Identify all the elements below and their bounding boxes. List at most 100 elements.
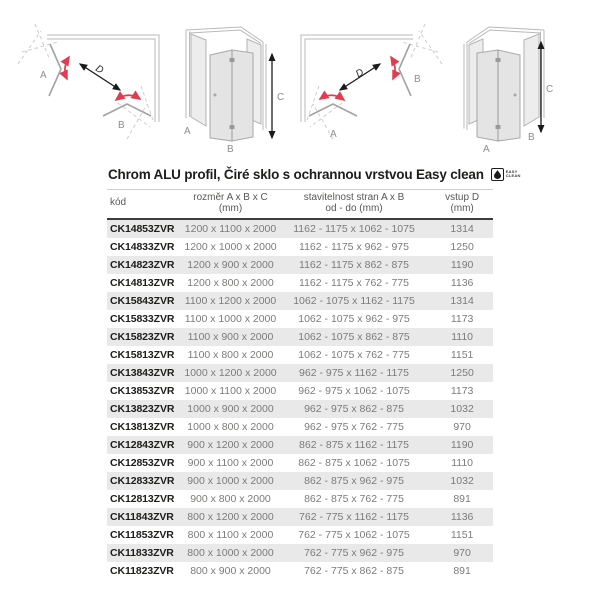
table-row: CK15813ZVR 1100 x 800 x 2000 1062 - 1075…: [107, 346, 493, 364]
cell-product-code: CK14813ZVR: [110, 277, 175, 289]
iso-left-label-c: C: [277, 92, 284, 103]
cell-product-code: CK12833ZVR: [110, 475, 175, 487]
cell-entry-width: 891: [453, 565, 471, 577]
cell-product-code: CK11853ZVR: [110, 529, 174, 541]
table-row: CK14813ZVR 1200 x 800 x 2000 1162 - 1175…: [107, 274, 493, 292]
cell-entry-width: 891: [453, 493, 471, 505]
cell-adjustability: 962 - 975 x 1062 - 1075: [298, 385, 410, 397]
iso-left-label-a: A: [184, 126, 191, 137]
cell-adjustability: 1162 - 1175 x 962 - 975: [299, 241, 409, 253]
cell-entry-width: 1136: [450, 277, 474, 289]
table-row: CK12833ZVR 900 x 1000 x 2000 862 - 875 x…: [107, 472, 493, 490]
cell-adjustability: 962 - 975 x 762 - 775: [304, 421, 404, 433]
table-row: CK15843ZVR 1100 x 1200 x 2000 1062 - 107…: [107, 292, 493, 310]
table-row: CK14853ZVR 1200 x 1100 x 2000 1162 - 117…: [107, 219, 493, 238]
plan-diagram-left: A B D: [18, 24, 159, 139]
cell-size: 1000 x 900 x 2000: [187, 403, 274, 415]
cell-entry-width: 1151: [450, 349, 474, 361]
table-row: CK13813ZVR 1000 x 800 x 2000 962 - 975 x…: [107, 418, 493, 436]
plan-left-label-b: B: [118, 120, 125, 131]
cell-entry-width: 1314: [450, 223, 474, 235]
cell-entry-width: 1190: [450, 439, 474, 451]
cell-adjustability: 862 - 875 x 962 - 975: [304, 475, 404, 487]
cell-product-code: CK11823ZVR: [110, 565, 174, 577]
cell-entry-width: 1110: [451, 331, 474, 343]
column-header-size: rozměr A x B x C (mm): [184, 189, 277, 220]
cell-entry-width: 1173: [450, 313, 474, 325]
table-row: CK12843ZVR 900 x 1200 x 2000 862 - 875 x…: [107, 436, 493, 454]
cell-entry-width: 1250: [450, 367, 474, 379]
cell-adjustability: 762 - 775 x 862 - 875: [304, 565, 404, 577]
cell-entry-width: 1151: [450, 529, 474, 541]
cell-entry-width: 1032: [450, 403, 474, 415]
plan-right-label-a: A: [330, 129, 337, 140]
section-title-row: Chrom ALU profil, Čiré sklo s ochrannou …: [108, 164, 600, 184]
cell-adjustability: 862 - 875 x 1062 - 1075: [298, 457, 410, 469]
cell-size: 1200 x 900 x 2000: [187, 259, 274, 271]
cell-size: 800 x 1200 x 2000: [187, 511, 274, 523]
cell-adjustability: 1162 - 1175 x 862 - 875: [299, 259, 409, 271]
cell-size: 800 x 1000 x 2000: [187, 547, 274, 559]
column-header-adjustability-line2: od - do (mm): [325, 202, 383, 214]
iso-diagram-left: A B C: [184, 26, 284, 155]
cell-entry-width: 1190: [450, 259, 474, 271]
cell-entry-width: 1250: [450, 241, 474, 253]
cell-entry-width: 1136: [450, 511, 474, 523]
table-row: CK13843ZVR 1000 x 1200 x 2000 962 - 975 …: [107, 364, 493, 382]
cell-product-code: CK11843ZVR: [110, 511, 174, 523]
cell-size: 1100 x 1200 x 2000: [184, 295, 277, 307]
cell-size: 1200 x 800 x 2000: [187, 277, 274, 289]
column-header-entry: vstup D (mm): [431, 189, 493, 220]
column-header-code: kód: [107, 189, 185, 220]
cell-product-code: CK12853ZVR: [110, 457, 175, 469]
cell-size: 900 x 1200 x 2000: [187, 439, 274, 451]
column-header-adjustability-line1: stavitelnost stran A x B: [303, 192, 405, 203]
iso-diagram-right: A B C: [463, 26, 553, 155]
cell-adjustability: 1162 - 1175 x 762 - 775: [299, 277, 409, 289]
table-row: CK11843ZVR 800 x 1200 x 2000 762 - 775 x…: [107, 508, 493, 526]
cell-size: 1000 x 1200 x 2000: [184, 367, 277, 379]
table-row: CK14823ZVR 1200 x 900 x 2000 1162 - 1175…: [107, 256, 493, 274]
cell-adjustability: 762 - 775 x 1062 - 1075: [298, 529, 410, 541]
cell-product-code: CK15813ZVR: [110, 349, 175, 361]
cell-product-code: CK14853ZVR: [110, 223, 175, 235]
easy-clean-badge-line1: EASY: [505, 169, 518, 174]
product-diagrams: A B D A B C A B D A B C: [0, 0, 553, 155]
cell-product-code: CK12843ZVR: [110, 439, 175, 451]
cell-size: 900 x 1000 x 2000: [187, 475, 274, 487]
easy-clean-badge-line2: CLEAN: [505, 173, 521, 178]
iso-left-label-b: B: [227, 144, 234, 155]
plan-left-label-a: A: [40, 70, 47, 81]
table-row: CK11823ZVR 800 x 900 x 2000 762 - 775 x …: [107, 562, 493, 580]
cell-size: 900 x 800 x 2000: [190, 493, 271, 505]
cell-size: 1000 x 1100 x 2000: [184, 385, 277, 397]
cell-product-code: CK13843ZVR: [110, 367, 175, 379]
cell-product-code: CK11833ZVR: [110, 547, 174, 559]
iso-right-label-a: A: [483, 144, 490, 155]
cell-product-code: CK15823ZVR: [110, 331, 175, 343]
cell-size: 800 x 1100 x 2000: [187, 529, 274, 541]
cell-adjustability: 762 - 775 x 1162 - 1175: [299, 511, 409, 523]
cell-size: 1100 x 1000 x 2000: [184, 313, 277, 325]
cell-size: 800 x 900 x 2000: [190, 565, 271, 577]
table-row: CK15833ZVR 1100 x 1000 x 2000 1062 - 107…: [107, 310, 493, 328]
cell-size: 900 x 1100 x 2000: [187, 457, 274, 469]
easy-clean-droplet-icon: [490, 167, 504, 181]
cell-entry-width: 970: [453, 547, 471, 559]
cell-adjustability: 1162 - 1175 x 1062 - 1075: [293, 223, 415, 235]
easy-clean-badge-text: EASY CLEAN: [506, 170, 521, 178]
cell-entry-width: 1032: [450, 475, 474, 487]
table-header-row: kód rozměr A x B x C (mm) stavitelnost s…: [107, 189, 493, 220]
plan-right-label-d: D: [354, 67, 366, 80]
cell-adjustability: 862 - 875 x 762 - 775: [304, 493, 404, 505]
page-title: Chrom ALU profil, Čiré sklo s ochrannou …: [108, 166, 484, 182]
cell-size: 1100 x 800 x 2000: [187, 349, 274, 361]
cell-adjustability: 862 - 875 x 1162 - 1175: [299, 439, 409, 451]
table-row: CK12853ZVR 900 x 1100 x 2000 862 - 875 x…: [107, 454, 493, 472]
cell-entry-width: 1110: [451, 457, 474, 469]
column-header-adjustability: stavitelnost stran A x B od - do (mm): [276, 189, 432, 220]
table-row: CK11853ZVR 800 x 1100 x 2000 762 - 775 x…: [107, 526, 493, 544]
plan-diagram-right: A B D: [301, 24, 442, 140]
cell-product-code: CK12813ZVR: [110, 493, 175, 505]
table-row: CK13853ZVR 1000 x 1100 x 2000 962 - 975 …: [107, 382, 493, 400]
